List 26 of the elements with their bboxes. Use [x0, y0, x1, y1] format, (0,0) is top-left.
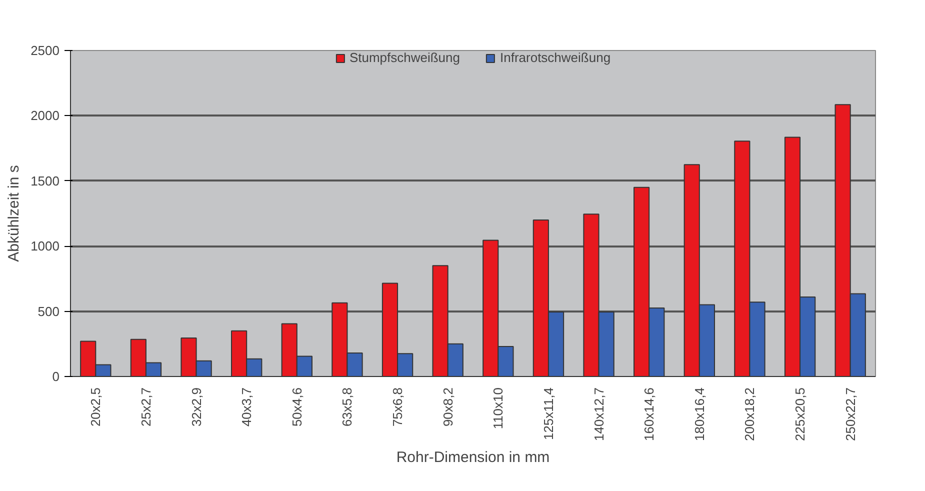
x-tick-label: 125x11,4 [540, 387, 556, 440]
y-tick-label: 1500 [30, 173, 60, 188]
x-tick-label: 225x20,5 [792, 387, 808, 441]
y-tick-label: 0 [52, 369, 60, 384]
y-tick-label: 2500 [30, 43, 60, 58]
y-tick-label: 500 [38, 304, 60, 319]
x-tick-label: 63x5,8 [340, 387, 355, 427]
x-tick-label: 20x2,5 [88, 387, 104, 427]
x-tick-label: 180x16,4 [692, 387, 707, 441]
x-tick-label: 140x12,7 [591, 387, 606, 441]
x-axis-title: Rohr-Dimension in mm [396, 448, 550, 466]
y-axis-title: Abkühlzeit in s [6, 165, 23, 262]
x-tick-label: 160x14,6 [642, 387, 657, 441]
x-tick-label: 75x6,8 [390, 387, 406, 427]
legend-label: Infrarotschweißung [500, 50, 611, 65]
x-tick-label: 25x2,7 [138, 387, 154, 427]
x-tick-label: 90x8,2 [440, 387, 456, 427]
y-tick-label: 1000 [30, 238, 60, 254]
x-tick-label: 50x4,6 [289, 387, 304, 427]
x-tick-label: 250x22,7 [842, 387, 858, 441]
x-tick-label: 110x10 [490, 388, 506, 430]
x-tick-label: 200x18,2 [742, 387, 758, 441]
legend-label: Stumpfschweißung [349, 50, 460, 65]
y-tick-label: 2000 [30, 108, 60, 124]
x-tick-label: 32x2,9 [188, 387, 204, 427]
x-tick-label: 40x3,7 [239, 387, 254, 427]
